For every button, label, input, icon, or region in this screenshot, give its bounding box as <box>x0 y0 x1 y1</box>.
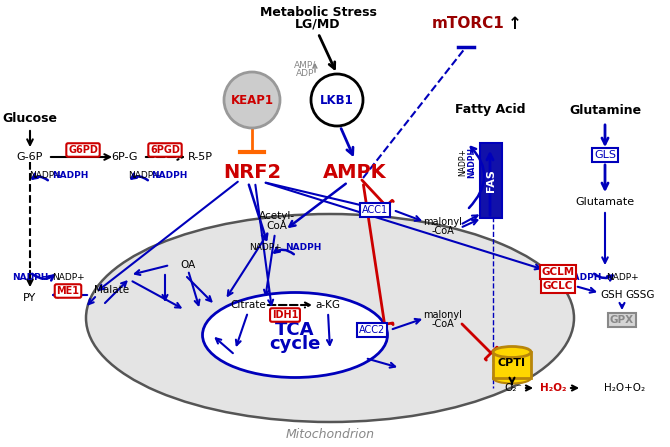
FancyBboxPatch shape <box>493 352 531 378</box>
Text: ↑: ↑ <box>508 15 522 33</box>
Ellipse shape <box>493 346 531 358</box>
Text: PY: PY <box>23 293 37 303</box>
Text: R-5P: R-5P <box>188 152 212 162</box>
Text: mTORC1: mTORC1 <box>431 17 505 31</box>
Text: Metabolic Stress: Metabolic Stress <box>259 7 377 20</box>
Text: LG/MD: LG/MD <box>295 17 341 30</box>
Text: 6P-G: 6P-G <box>112 152 138 162</box>
Text: GSH: GSH <box>601 290 623 300</box>
Text: O₂⁻: O₂⁻ <box>504 383 522 393</box>
Text: cycle: cycle <box>269 335 321 353</box>
Circle shape <box>311 74 363 126</box>
Text: GCLC: GCLC <box>543 281 574 291</box>
Text: NADPH: NADPH <box>285 244 321 253</box>
Text: GLS: GLS <box>594 150 616 160</box>
Text: NADP+: NADP+ <box>458 148 468 176</box>
Text: H₂O₂: H₂O₂ <box>540 383 566 393</box>
Text: AMPK: AMPK <box>323 163 387 181</box>
Text: Glutamine: Glutamine <box>569 104 641 117</box>
Text: GSSG: GSSG <box>625 290 655 300</box>
Ellipse shape <box>493 372 531 384</box>
Text: NADP+: NADP+ <box>52 274 84 283</box>
Text: NADPH: NADPH <box>151 172 188 181</box>
Text: ACC2: ACC2 <box>359 325 385 335</box>
Text: -CoA: -CoA <box>431 319 454 329</box>
Text: CPTI: CPTI <box>498 358 526 368</box>
Text: IDH1: IDH1 <box>272 310 298 320</box>
Text: Citrate: Citrate <box>230 300 266 310</box>
Text: NADPH: NADPH <box>565 274 601 283</box>
Text: NADP+: NADP+ <box>606 274 639 283</box>
Text: NADP+: NADP+ <box>128 172 161 181</box>
Text: Fatty Acid: Fatty Acid <box>455 104 525 117</box>
Text: malonyl: malonyl <box>423 217 462 227</box>
Ellipse shape <box>202 292 387 378</box>
Text: ADP: ADP <box>296 69 314 79</box>
Ellipse shape <box>86 214 574 422</box>
Text: Glutamate: Glutamate <box>576 197 634 207</box>
Text: H₂O+O₂: H₂O+O₂ <box>604 383 646 393</box>
Text: GPX: GPX <box>610 315 634 325</box>
Text: NADPH: NADPH <box>52 172 88 181</box>
Text: a-KG: a-KG <box>316 300 340 310</box>
FancyBboxPatch shape <box>480 143 502 218</box>
Text: KEAP1: KEAP1 <box>230 93 273 106</box>
Text: G6PD: G6PD <box>68 145 98 155</box>
Text: OA: OA <box>180 260 196 270</box>
Text: malonyl: malonyl <box>423 310 462 320</box>
Circle shape <box>224 72 280 128</box>
Text: LKB1: LKB1 <box>320 93 354 106</box>
Text: -CoA: -CoA <box>431 226 454 236</box>
Text: TCA: TCA <box>275 321 315 339</box>
Text: NADP+: NADP+ <box>249 244 281 253</box>
Text: NADPH: NADPH <box>12 274 48 283</box>
Text: 6PGD: 6PGD <box>150 145 180 155</box>
Text: G-6P: G-6P <box>17 152 43 162</box>
Text: Glucose: Glucose <box>3 111 58 125</box>
Text: NADP+: NADP+ <box>29 172 62 181</box>
Text: Malate: Malate <box>94 285 129 295</box>
Text: ACC1: ACC1 <box>362 205 388 215</box>
Text: NADPH: NADPH <box>468 147 476 177</box>
Text: AMP/: AMP/ <box>294 60 316 69</box>
Text: NRF2: NRF2 <box>223 163 281 181</box>
Text: CoA: CoA <box>267 221 287 231</box>
Text: ME1: ME1 <box>56 286 80 296</box>
Text: FAS: FAS <box>486 169 496 192</box>
Text: Acetyl-: Acetyl- <box>259 211 295 221</box>
Text: Mitochondrion: Mitochondrion <box>285 427 375 440</box>
Text: GCLM: GCLM <box>541 267 575 277</box>
